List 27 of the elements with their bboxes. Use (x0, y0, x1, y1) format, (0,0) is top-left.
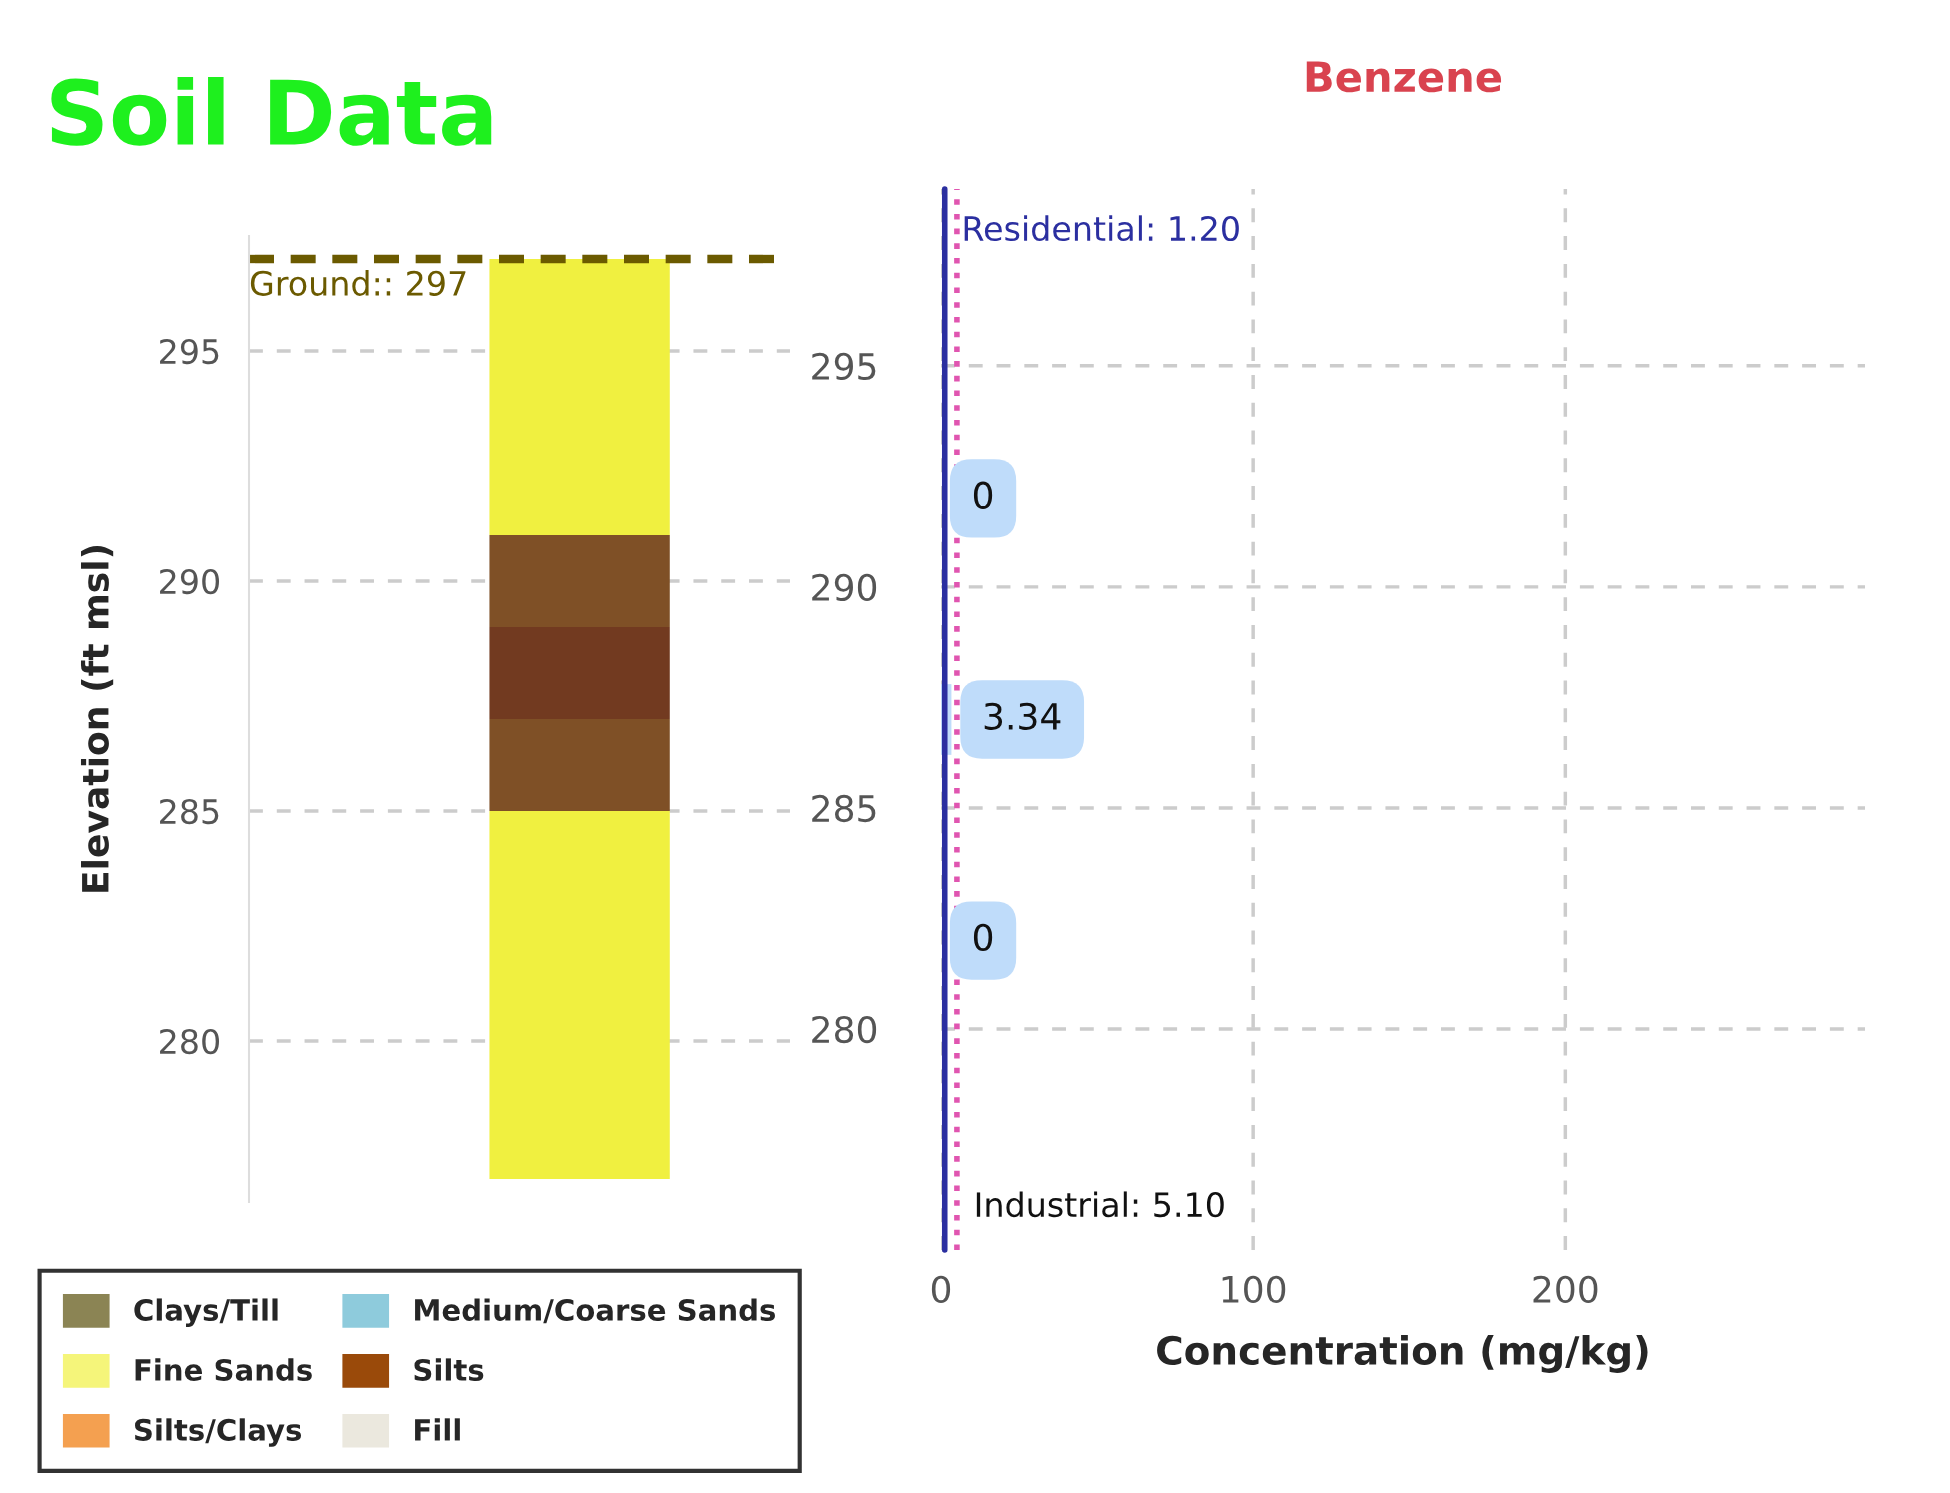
legend-label: Silts/Clays (135, 1418, 302, 1447)
y-tick-label: 290 (160, 568, 220, 595)
legend-label: Silts (414, 1358, 484, 1381)
ref-line-label: Ground:: 297 (250, 270, 466, 296)
y-tick-label: 285 (812, 794, 876, 823)
x-axis-title: Concentration (mg/kg) (1157, 1334, 1648, 1373)
ref-line-label: Residential: 1.20 (964, 215, 1239, 242)
legend-label: Medium/Coarse Sands (415, 1298, 775, 1324)
data-label: 0 (973, 923, 993, 952)
y-tick-label: 290 (812, 573, 877, 602)
x-tick-label: 200 (1533, 1275, 1598, 1303)
y-tick-label: 280 (812, 1015, 877, 1044)
x-tick-label: 0 (931, 1275, 951, 1303)
x-tick-label: 100 (1222, 1275, 1286, 1303)
ref-line-label: Industrial: 5.10 (976, 1191, 1224, 1218)
legend-label: Clays/Till (134, 1298, 278, 1327)
chart-title: Soil Data (51, 76, 492, 146)
y-tick-label: 295 (812, 352, 876, 381)
legend-label: Fill (415, 1418, 460, 1441)
data-label: 0 (973, 481, 993, 509)
chart-title: Benzene (1306, 61, 1502, 93)
y-tick-label: 295 (160, 338, 219, 365)
data-label: 3.34 (984, 702, 1061, 730)
y-axis-title: Elevation (ft msl) (80, 545, 114, 892)
y-tick-label: 280 (160, 1028, 220, 1055)
y-tick-label: 285 (160, 798, 219, 825)
legend-label: Fine Sands (135, 1358, 312, 1381)
